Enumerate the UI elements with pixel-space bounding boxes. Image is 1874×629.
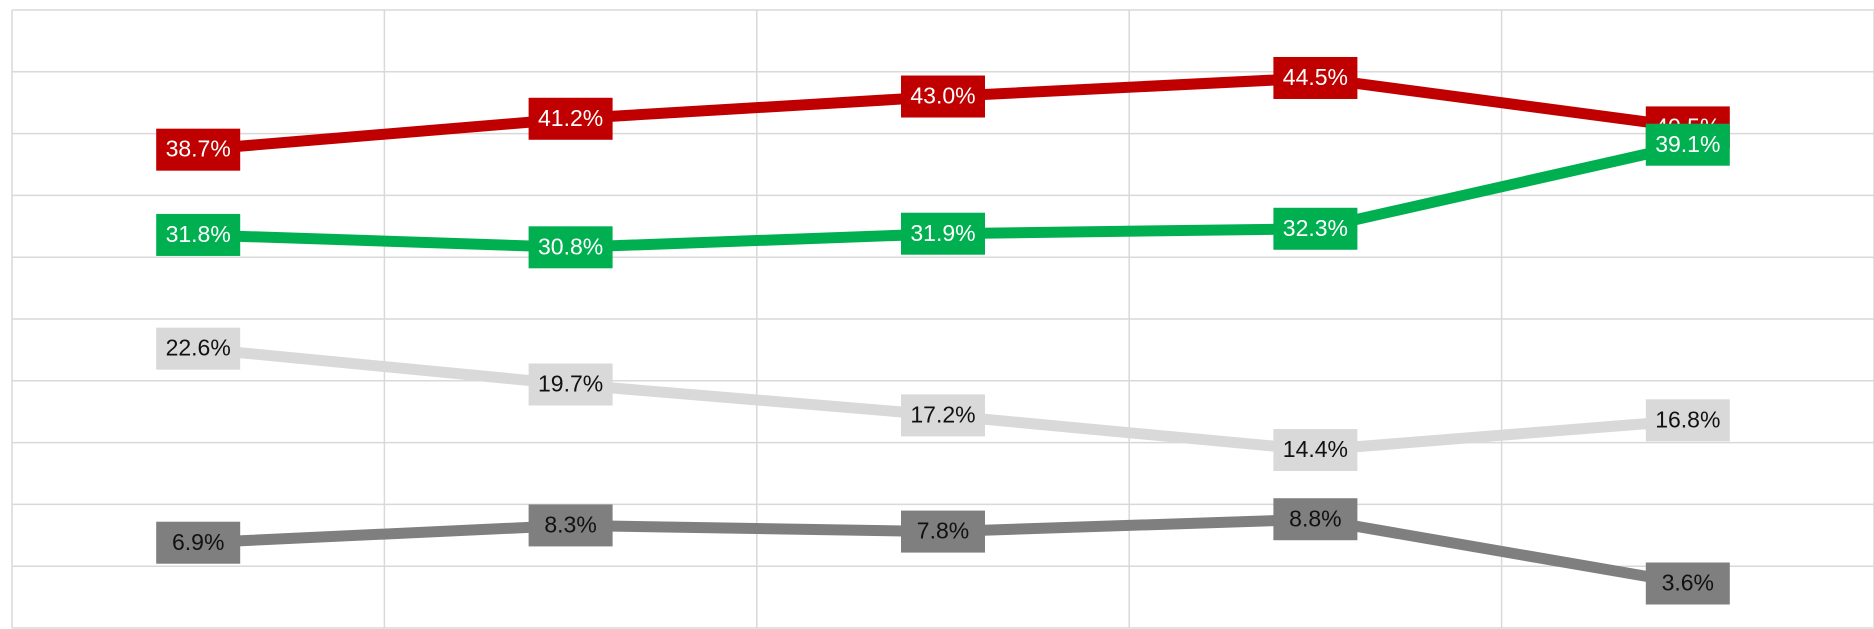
data-label: 7.8% [917, 518, 969, 544]
label-box [528, 226, 613, 269]
data-label: 14.4% [1283, 436, 1348, 462]
label-box [1645, 123, 1730, 166]
data-label: 38.7% [166, 136, 231, 162]
label-box [1273, 56, 1358, 99]
data-label: 17.2% [910, 401, 975, 427]
label-box [156, 521, 241, 564]
label-box [528, 363, 613, 406]
label-box [901, 212, 985, 255]
data-label: 41.2% [538, 105, 603, 131]
data-label: 19.7% [538, 371, 603, 397]
data-label: 31.8% [166, 221, 231, 247]
data-label: 6.9% [172, 529, 224, 555]
label-box [156, 213, 241, 256]
label-box [528, 504, 613, 547]
label-box [1273, 429, 1358, 472]
label-box [1645, 399, 1730, 442]
data-label: 32.3% [1283, 215, 1348, 241]
data-label: 43.0% [910, 83, 975, 109]
label-box [901, 394, 985, 437]
label-box [528, 97, 613, 140]
data-label: 39.1% [1655, 131, 1720, 157]
data-label: 22.6% [166, 335, 231, 361]
data-label: 16.8% [1655, 406, 1720, 432]
data-label: 8.8% [1289, 505, 1341, 531]
data-label: 30.8% [538, 233, 603, 259]
label-box [1273, 207, 1358, 250]
data-label: 44.5% [1283, 64, 1348, 90]
label-box [901, 510, 985, 553]
label-box [156, 327, 241, 370]
label-box [901, 75, 985, 118]
data-label: 31.9% [910, 220, 975, 246]
label-box [156, 128, 241, 171]
label-box [1273, 498, 1358, 541]
data-label: 3.6% [1662, 570, 1714, 596]
data-label: 8.3% [544, 511, 596, 537]
label-box [1645, 562, 1730, 605]
